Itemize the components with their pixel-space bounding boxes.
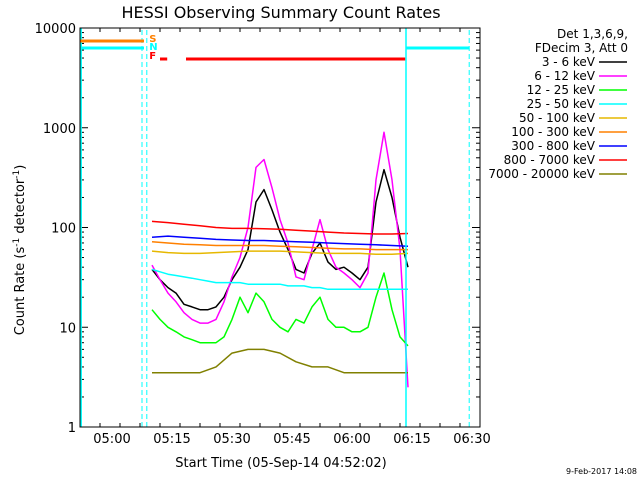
legend-entry-label: 100 - 300 keV (511, 125, 595, 139)
legend-entry-label: 12 - 25 keV (527, 83, 596, 97)
y-tick-label: 1 (68, 421, 76, 436)
x-tick-label: 05:00 (93, 432, 130, 447)
axis-ticks: 05:00 05:15 05:30 05:45 06:00 06:15 06:30 1 10 10… (35, 22, 491, 447)
y-axis-label-mid: detector (13, 178, 28, 238)
y-axis-label-sup2: -1 (12, 170, 22, 179)
series-line-6 (151, 235, 409, 247)
overlay-layer: SNF (80, 28, 470, 427)
series-line-3 (151, 268, 408, 291)
legend-header-line-1: Det 1,3,6,9, (557, 27, 628, 41)
x-tick-label: 05:15 (153, 432, 190, 447)
x-tick-label: 06:30 (453, 432, 490, 447)
y-tick-label: 100 (51, 222, 76, 237)
series-line-2 (151, 272, 409, 347)
legend-entry-label: 25 - 50 keV (527, 97, 596, 111)
y-tick-label: 10000 (35, 22, 76, 37)
flag-label-n: N (149, 42, 157, 53)
y-axis-label-sup1: -1 (12, 238, 22, 247)
footer-timestamp: 9-Feb-2017 14:08 (566, 467, 637, 476)
y-axis-label-main: Count Rate (s (13, 247, 28, 336)
plot-frame (79, 27, 481, 428)
legend-header-line-2: FDecim 3, Att 0 (535, 41, 628, 55)
legend-entry-label: 50 - 100 keV (519, 111, 596, 125)
legend-entry-label: 800 - 7000 keV (504, 153, 596, 167)
y-axis-label-end: ) (13, 165, 28, 170)
x-tick-label: 05:30 (213, 432, 250, 447)
y-tick-label: 10 (59, 321, 76, 336)
series-line-5 (151, 240, 408, 251)
series-line-0 (151, 168, 409, 311)
x-tick-label: 06:00 (333, 432, 370, 447)
x-axis-label: Start Time (05-Sep-14 04:52:02) (175, 456, 386, 471)
legend-entry-label: 300 - 800 keV (511, 139, 595, 153)
flag-label-f: F (149, 51, 156, 62)
y-tick-label: 1000 (43, 122, 76, 137)
legend-entry-label: 7000 - 20000 keV (488, 167, 595, 181)
x-tick-label: 06:15 (393, 432, 430, 447)
flag-label-s: S (149, 34, 156, 45)
legend-entry-label: 3 - 6 keV (542, 55, 596, 69)
y-axis-label: Count Rate (s-1 detector-1) (12, 165, 28, 336)
series-line-1 (151, 131, 409, 388)
chart-title: HESSI Observing Summary Count Rates (121, 3, 440, 22)
series-line-4 (151, 250, 409, 255)
svg-text:Count Rate (s-1 detector-1): Count Rate (s-1 detector-1) (12, 165, 28, 336)
series-line-7 (151, 220, 409, 235)
x-tick-label: 05:45 (273, 432, 310, 447)
legend-entry-label: 6 - 12 keV (534, 69, 596, 83)
series-line-8 (152, 348, 408, 374)
series-layer (151, 131, 409, 388)
legend: Det 1,3,6,9, FDecim 3, Att 0 3 - 6 keV6 … (488, 27, 628, 181)
